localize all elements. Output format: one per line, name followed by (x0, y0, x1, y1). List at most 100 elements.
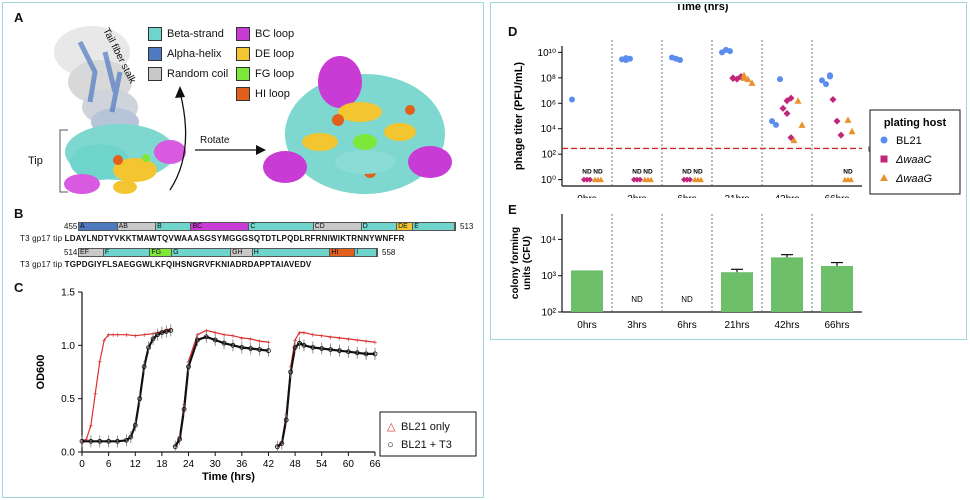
tip-structure-left (64, 124, 186, 194)
d-ytick-label: 10⁴ (541, 124, 556, 135)
d-point-waac (829, 95, 837, 103)
c-xtick-label: 12 (130, 459, 142, 470)
tip-label: Tip (28, 155, 43, 167)
structure-segment-gh: GH (231, 249, 253, 256)
c-point-bl21: + (355, 336, 360, 345)
d-point-bl21 (769, 118, 775, 125)
d-nd-label: ND (843, 169, 853, 176)
c-point-bl21: + (302, 329, 307, 338)
c-legend-label: BL21 + T3 (401, 439, 452, 451)
c-ytick-label: 1.5 (61, 288, 75, 299)
c-xtick-label: 0 (79, 459, 85, 470)
e-y-axis-title-2: units (CFU) (522, 236, 533, 290)
panel-label-d: D (508, 24, 518, 39)
e-ytick-label: 10⁴ (541, 235, 556, 246)
c-point-bl21: + (311, 331, 316, 340)
legend-de-loop: DE loop (236, 47, 294, 61)
d-cut-title: Time (hrs) (676, 4, 729, 13)
c-point-t3 (328, 347, 334, 352)
c-point-t3 (172, 444, 178, 450)
tip-structure-rotated (263, 56, 452, 194)
d-point-bl21 (569, 96, 575, 103)
c-point-t3 (212, 337, 218, 343)
d-point-waac (729, 74, 737, 82)
d-legend-marker (880, 136, 888, 144)
d-category-label: 21hrs (724, 194, 749, 198)
d-point-waac (837, 131, 845, 139)
c-point-bl21: + (328, 333, 333, 342)
d-point-bl21 (673, 55, 679, 62)
d-legend-title: plating host (884, 117, 947, 129)
c-point-t3 (274, 444, 280, 450)
secondary-structure-bar-row2: EF F FG G GH H HI I (78, 248, 378, 257)
d-nd-point (648, 176, 654, 183)
c-legend-symbol: △ (387, 421, 396, 433)
c-point-t3 (297, 340, 302, 346)
d-category-label: 6hrs (677, 194, 696, 198)
d-nd-point (637, 176, 643, 183)
e-y-axis-title: colony forming (510, 227, 521, 299)
d-point-waac (833, 117, 841, 125)
d-category-label: 0hrs (577, 194, 596, 198)
d-ytick-label: 10⁰ (541, 175, 556, 186)
seq-row1-text: T3 gp17 tip LDAYLNDTYVKKTMAWTQVWAAASGSYM… (20, 234, 405, 243)
seq-row2-text: T3 gp17 tip TGPDGIYFLSAEGGWLKFQIHSNGRVFK… (20, 260, 312, 269)
c-point-t3 (257, 347, 262, 352)
structure-segment-cd: CD (313, 223, 362, 230)
structure-segment-h: H (252, 249, 331, 256)
c-point-bl21: + (97, 357, 102, 366)
c-point-t3 (372, 351, 378, 357)
e-category-label: 21hrs (724, 320, 749, 331)
e-ytick-label: 10³ (542, 271, 557, 282)
structure-segment-f: F (103, 249, 151, 256)
secondary-structure-bar-row1: A AB B BC C CD D DE E (78, 222, 456, 231)
structure-segment-e: E (413, 223, 455, 230)
d-nd-point (698, 176, 704, 183)
d-nd-label: ND (593, 169, 603, 176)
c-ytick-label: 1.0 (61, 341, 75, 352)
c-point-bl21: + (293, 336, 298, 345)
panel-label-c: C (14, 280, 24, 295)
c-point-t3 (168, 328, 174, 333)
d-point-waag (844, 116, 852, 123)
d-ytick-label: 10² (542, 150, 557, 161)
c-point-t3 (163, 329, 169, 334)
panel-label-a: A (14, 10, 24, 25)
c-point-t3 (288, 369, 294, 375)
c-point-t3 (283, 417, 289, 423)
legend-fg-loop: FG loop (236, 67, 294, 81)
c-point-t3 (88, 438, 94, 444)
structure-segment-a: A (79, 223, 118, 230)
d-point-waag (790, 136, 798, 144)
c-point-t3 (363, 351, 369, 357)
c-point-bl21: + (115, 331, 120, 340)
c-point-bl21: + (84, 435, 89, 444)
c-point-t3 (146, 345, 151, 350)
d-nd-label: ND (643, 169, 653, 176)
c-point-bl21: + (231, 332, 236, 341)
structure-segment-i: I (355, 249, 377, 256)
d-category-label: 66hrs (824, 194, 849, 198)
c-point-bl21: + (373, 338, 378, 347)
c-point-bl21: + (133, 332, 138, 341)
d-point-bl21 (823, 81, 829, 88)
c-xtick-label: 6 (106, 459, 112, 470)
c-point-bl21: + (239, 334, 244, 343)
c-legend-label: BL21 only (401, 421, 450, 433)
d-point-bl21 (773, 121, 779, 128)
c-point-t3 (239, 345, 245, 350)
e-nd-label: ND (681, 295, 693, 304)
d-point-bl21 (723, 46, 729, 53)
d-nd-label: ND (632, 169, 642, 176)
c-point-t3 (279, 441, 285, 446)
d-legend-label: ΔwaaG (895, 173, 933, 185)
e-nd-label: ND (631, 295, 643, 304)
c-point-bl21: + (106, 331, 111, 340)
c-point-bl21: + (89, 421, 94, 430)
c-point-t3 (150, 336, 156, 342)
c-ytick-label: 0.0 (61, 448, 75, 459)
c-point-t3 (186, 364, 191, 370)
cfu-bar-chart: 10² 10³ 10⁴ colony forming units (CFU) 0hrs 3h… (510, 214, 862, 331)
seq-row1-start: 455 (64, 222, 78, 231)
legend-hi-loop: HI loop (236, 87, 290, 101)
